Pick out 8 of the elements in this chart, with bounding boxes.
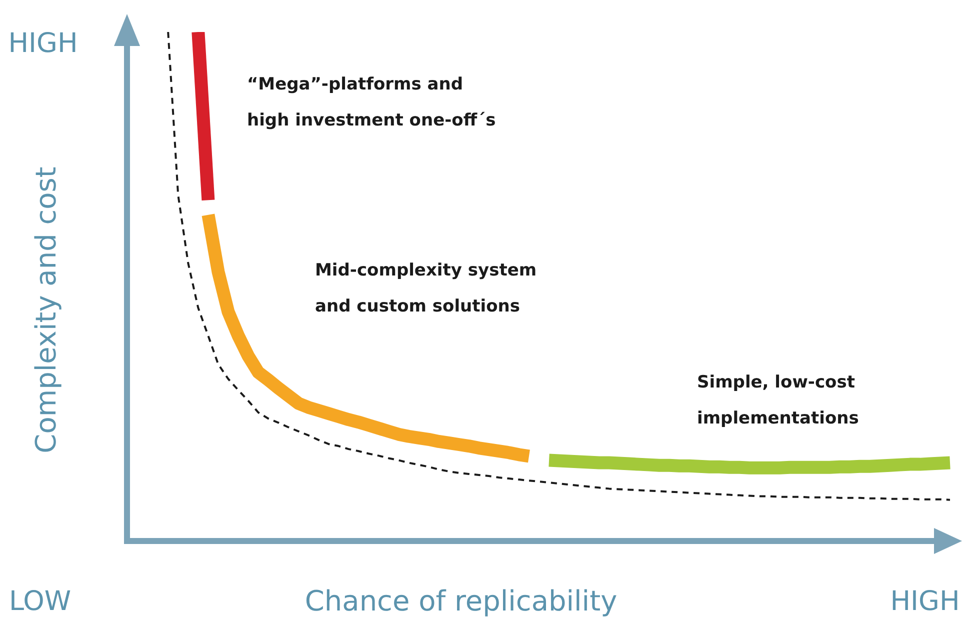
- text: HIGH: [8, 28, 78, 60]
- annotation: “Mega”-platforms and high investment one-off´s: [247, 74, 496, 130]
- annotation: Simple, low-cost implementations: [697, 372, 859, 428]
- y-axis-title: Complexity and cost: [29, 166, 62, 454]
- x-axis-title: Chance of replicability: [304, 584, 618, 618]
- text: HIGH: [890, 586, 960, 618]
- text: LOW: [8, 586, 72, 618]
- annotation: Mid-complexity system and custom solutions: [315, 260, 537, 316]
